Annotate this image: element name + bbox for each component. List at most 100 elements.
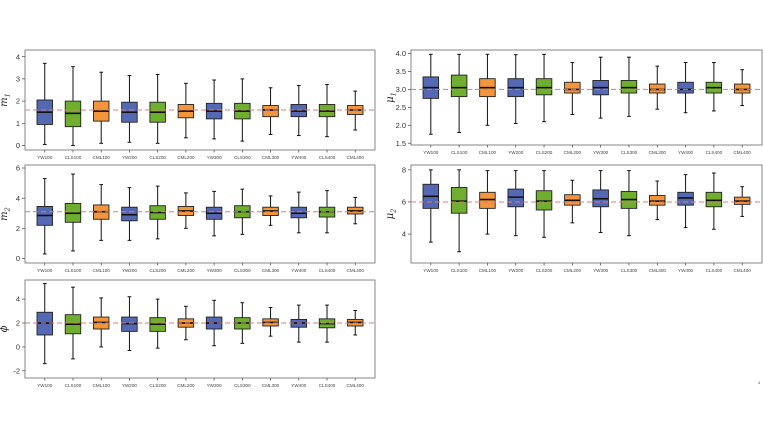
panel-frame xyxy=(410,164,763,264)
x-tick-label: CML100 xyxy=(93,155,111,160)
panel-m1: 0 1 2 3 4 m1 YW100 CLS100 CML100 YW200 CLS200 CML20… xyxy=(0,49,376,160)
x-tick-label: CML300 xyxy=(262,383,280,388)
x-tick-label: YW200 xyxy=(508,268,524,273)
panel-frame xyxy=(24,49,376,151)
x-tick-label: CLS100 xyxy=(65,268,82,273)
panel-frame xyxy=(24,279,376,379)
y-tick-label: 2 xyxy=(16,97,20,106)
x-tick-label: CLS400 xyxy=(706,268,723,273)
x-tick-label: YW300 xyxy=(207,155,223,160)
x-tick-label: YW400 xyxy=(291,268,307,273)
y-tick-label: -2 xyxy=(13,366,20,375)
y-tick-label: 0 xyxy=(16,254,20,263)
y-tick-label: 1.5 xyxy=(396,139,406,148)
x-tick-label: CLS100 xyxy=(65,155,82,160)
x-tick-label: YW300 xyxy=(207,268,223,273)
x-tick-label: CLS100 xyxy=(451,268,468,273)
x-tick-label: CML300 xyxy=(262,268,280,273)
x-tick-label: YW400 xyxy=(678,150,694,155)
box-YW400 xyxy=(677,191,694,206)
box-CML300 xyxy=(649,83,666,94)
x-tick-label: CLS300 xyxy=(234,268,251,273)
panel-m2: 0 2 4 6 m2 YW100 CLS100 CML100 YW200 CLS200 CML200… xyxy=(0,164,376,273)
box-CLS300 xyxy=(620,80,638,94)
x-tick-label: CLS100 xyxy=(65,383,82,388)
x-tick-label: YW400 xyxy=(291,383,307,388)
x-tick-label: YW100 xyxy=(37,268,53,273)
x-tick-label: CLS200 xyxy=(536,150,553,155)
y-axis-label: m1 xyxy=(0,93,12,107)
x-tick-label: YW200 xyxy=(122,383,138,388)
x-tick-label: CLS400 xyxy=(319,155,336,160)
x-tick-label: CML300 xyxy=(649,268,667,273)
y-tick-label: 6 xyxy=(16,164,20,173)
x-tick-label: CML100 xyxy=(479,150,497,155)
x-tick-label: YW300 xyxy=(593,268,609,273)
box-CLS100 xyxy=(450,187,468,214)
y-tick-label: 0 xyxy=(16,141,20,150)
y-tick-label: 4 xyxy=(16,52,20,61)
y-tick-label: 3 xyxy=(16,74,20,83)
x-tick-label: YW100 xyxy=(423,150,439,155)
x-tick-label: CLS400 xyxy=(319,268,336,273)
x-tick-label: YW400 xyxy=(291,155,307,160)
x-tick-label: CLS300 xyxy=(234,383,251,388)
y-axis-label: ϕ xyxy=(0,325,10,332)
x-tick-label: CLS200 xyxy=(149,268,166,273)
y-tick-label: 8 xyxy=(402,165,406,174)
y-axis-label: μ1 xyxy=(385,92,398,103)
x-tick-label: YW100 xyxy=(37,155,53,160)
y-tick-label: 0 xyxy=(16,343,20,352)
x-tick-label: CML400 xyxy=(733,268,751,273)
box-CML100 xyxy=(479,191,496,209)
y-tick-label: 4 xyxy=(16,194,20,203)
x-tick-label: YW300 xyxy=(207,383,223,388)
box-CML300 xyxy=(262,105,279,118)
box-YW200 xyxy=(507,188,524,208)
x-tick-label: CML400 xyxy=(347,268,365,273)
x-tick-label: CML100 xyxy=(93,268,111,273)
box-CLS200 xyxy=(535,190,553,211)
panel-frame xyxy=(410,49,763,146)
x-tick-label: YW200 xyxy=(508,150,524,155)
x-tick-label: CLS200 xyxy=(536,268,553,273)
y-axis-label: μ2 xyxy=(385,209,398,220)
x-tick-label: CLS200 xyxy=(149,383,166,388)
y-tick-label: 2 xyxy=(16,224,20,233)
page-number: 4 xyxy=(758,380,761,385)
x-tick-label: YW100 xyxy=(423,268,439,273)
y-tick-label: 3.5 xyxy=(396,67,406,76)
y-tick-label: 2.0 xyxy=(396,121,406,130)
y-tick-label: 4.0 xyxy=(396,49,406,58)
y-tick-label: 1 xyxy=(16,119,20,128)
x-tick-label: CLS200 xyxy=(149,155,166,160)
x-tick-label: CML100 xyxy=(479,268,497,273)
box-YW400 xyxy=(677,81,694,94)
panel-frame xyxy=(24,164,376,264)
x-tick-label: YW100 xyxy=(37,383,53,388)
x-tick-label: CML200 xyxy=(177,268,195,273)
y-tick-label: 2.5 xyxy=(396,103,406,112)
box-CLS400 xyxy=(705,191,723,208)
x-tick-label: CLS300 xyxy=(234,155,251,160)
x-tick-label: YW400 xyxy=(678,268,694,273)
box-CML300 xyxy=(649,195,666,206)
x-tick-label: CML200 xyxy=(564,268,582,273)
box-CML400 xyxy=(733,83,751,94)
y-tick-label: 2 xyxy=(16,319,20,328)
x-tick-label: CML400 xyxy=(347,155,365,160)
x-tick-label: CML100 xyxy=(93,383,111,388)
box-CLS200 xyxy=(535,78,553,96)
x-tick-label: CML200 xyxy=(564,150,582,155)
x-tick-label: YW300 xyxy=(593,150,609,155)
x-tick-label: CLS400 xyxy=(706,150,723,155)
x-tick-label: CML300 xyxy=(649,150,667,155)
x-tick-label: CLS300 xyxy=(621,268,638,273)
x-tick-label: CLS400 xyxy=(319,383,336,388)
y-tick-label: 3.0 xyxy=(396,85,406,94)
y-axis-label: m2 xyxy=(0,207,12,221)
x-tick-label: CML200 xyxy=(177,155,195,160)
x-tick-label: CML400 xyxy=(733,150,751,155)
x-tick-label: YW200 xyxy=(122,155,138,160)
